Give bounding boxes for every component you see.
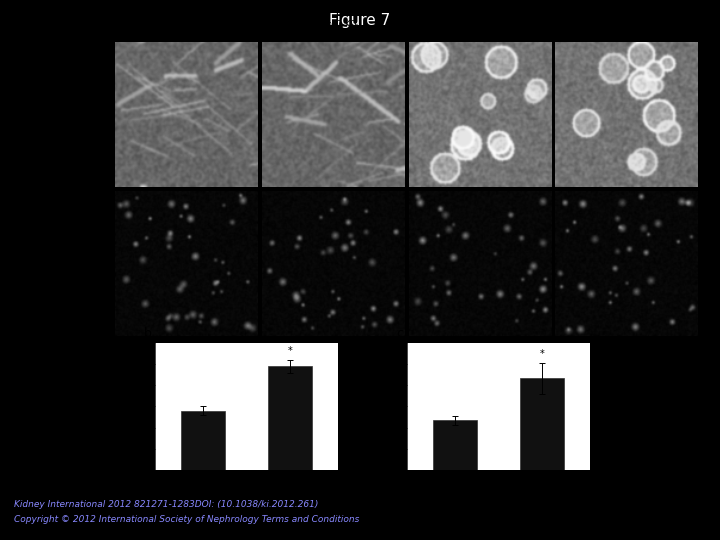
Y-axis label: % Apoptosis: % Apoptosis — [129, 381, 138, 432]
Bar — [433, 421, 477, 470]
Text: PT-Atg7-KO: PT-Atg7-KO — [310, 19, 356, 29]
Text: *: * — [540, 349, 545, 359]
Text: PT-Atg7-KO: PT-Atg7-KO — [603, 19, 649, 29]
Text: Cisplatin: Cisplatin — [532, 1, 575, 11]
Bar — [181, 410, 225, 470]
Text: b: b — [144, 327, 152, 340]
Text: a: a — [109, 0, 117, 11]
Text: Kidney International 2012 821271-1283DOI: (10.1038/ki.2012.261): Kidney International 2012 821271-1283DOI… — [14, 500, 319, 509]
Y-axis label: Caspase activity: Caspase activity — [381, 372, 390, 441]
Text: Control: Control — [242, 1, 277, 11]
Text: Copyright © 2012 International Society of Nephrology Terms and Conditions: Copyright © 2012 International Society o… — [14, 515, 360, 524]
Text: PT-Atg7-WT: PT-Atg7-WT — [456, 19, 504, 29]
Bar — [521, 378, 564, 470]
Bar — [269, 366, 312, 470]
Text: PT-Atg7-WT: PT-Atg7-WT — [163, 19, 210, 29]
Text: Figure 7: Figure 7 — [329, 14, 391, 29]
Text: *: * — [288, 346, 293, 355]
Text: Cell: Cell — [90, 110, 106, 119]
Text: c: c — [396, 327, 403, 340]
Text: Nucleus: Nucleus — [72, 259, 106, 268]
